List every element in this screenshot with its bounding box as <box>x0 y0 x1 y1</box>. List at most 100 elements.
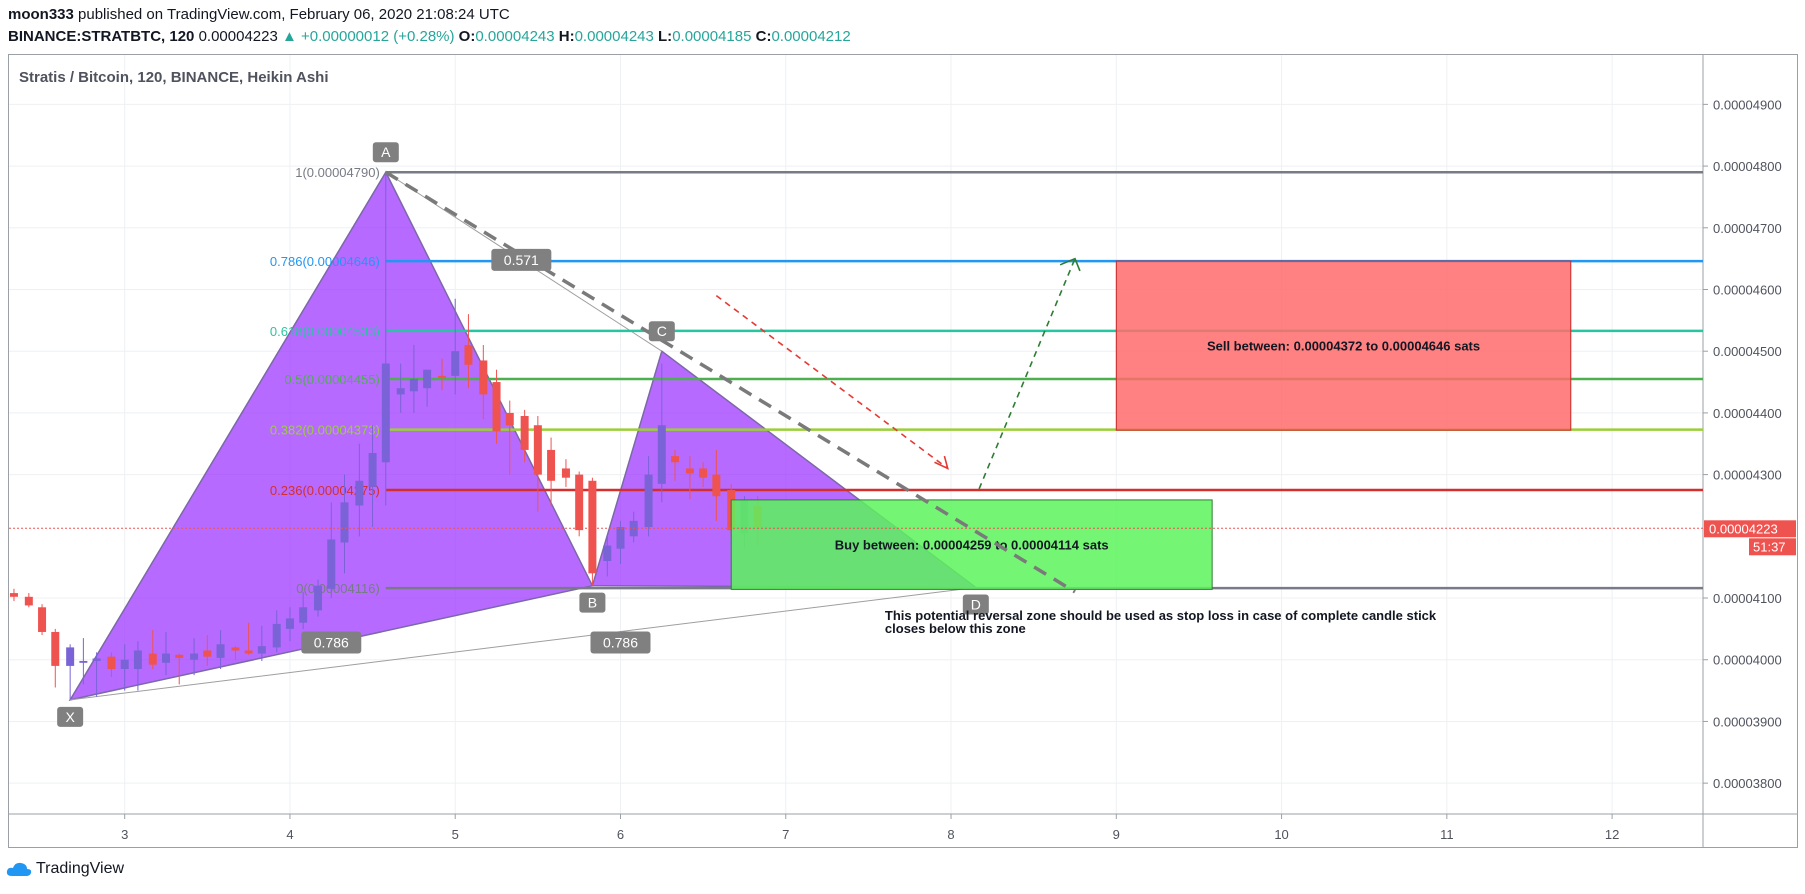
candle-body <box>505 412 514 426</box>
candle-body <box>216 644 225 658</box>
ratio-label: 0.786 <box>603 634 638 650</box>
buy-zone-label: Buy between: 0.00004259 to 0.00004114 sa… <box>835 538 1109 553</box>
buy-zone <box>730 499 1213 590</box>
x-tick-label: 10 <box>1274 827 1288 842</box>
candle-body <box>575 474 584 531</box>
footer: TradingView <box>6 860 124 878</box>
countdown-label: 51:37 <box>1753 539 1786 554</box>
x-tick-label: 12 <box>1605 827 1619 842</box>
brand-name[interactable]: TradingView <box>36 860 125 877</box>
close-value: 0.00004212 <box>771 28 851 45</box>
candle-body <box>203 650 212 657</box>
candle-body <box>423 369 432 389</box>
candle-body <box>644 474 653 528</box>
symbol-info: BINANCE:STRATBTC, 120 0.00004223 ▲ +0.00… <box>8 28 851 45</box>
candle-body <box>120 659 129 669</box>
chart-frame[interactable] <box>8 54 1798 848</box>
candle-body <box>51 631 60 666</box>
candle-body <box>381 363 390 463</box>
publish-date: published on TradingView.com, February 0… <box>78 6 510 23</box>
fib-level-label: 0.618(0.00004533) <box>270 324 380 339</box>
down-arrow-head <box>934 455 949 470</box>
fib-level-label: 0.236(0.00004275) <box>270 483 380 498</box>
point-label-bg <box>372 142 399 163</box>
candle-body <box>257 646 266 654</box>
y-tick-label: 0.00004700 <box>1713 221 1782 236</box>
point-label: B <box>588 595 597 611</box>
point-label-bg <box>648 321 675 342</box>
candle-body <box>175 654 184 658</box>
candle-body <box>603 545 612 561</box>
y-tick-label: 0.00004500 <box>1713 344 1782 359</box>
candle-body <box>38 607 47 632</box>
open-value: 0.00004243 <box>475 28 555 45</box>
ratio-label-bg <box>301 631 362 654</box>
up-arrow <box>978 258 1076 490</box>
y-tick-label: 0.00004000 <box>1713 653 1782 668</box>
note-text: This potential reversal zone should be u… <box>885 608 1437 623</box>
candle-body <box>438 375 447 378</box>
x-tick-label: 7 <box>782 827 789 842</box>
ratio-label: 0.786 <box>314 634 349 650</box>
point-label-bg <box>962 594 989 615</box>
fib-level-label: 1(0.00004790) <box>295 165 380 180</box>
candle-body <box>231 647 240 651</box>
low-value: 0.00004185 <box>672 28 752 45</box>
candle-body <box>299 607 308 623</box>
x-tick-label: 8 <box>947 827 954 842</box>
candle-body <box>79 660 88 663</box>
candle-body <box>314 585 323 611</box>
ratio-label-bg <box>590 631 651 654</box>
candle-body <box>561 468 570 478</box>
y-tick-label: 0.00004800 <box>1713 159 1782 174</box>
y-tick-label: 0.00004600 <box>1713 282 1782 297</box>
point-label: X <box>65 709 75 725</box>
up-arrow-head <box>1059 257 1081 272</box>
candle-body <box>409 378 418 392</box>
y-tick-label: 0.00003800 <box>1713 776 1782 791</box>
x-tick-label: 4 <box>286 827 293 842</box>
x-tick-label: 9 <box>1113 827 1120 842</box>
y-tick-label: 0.00004900 <box>1713 97 1782 112</box>
candle-body <box>451 351 460 376</box>
candle-body <box>285 618 294 629</box>
ratio-label-bg <box>491 248 552 271</box>
candle-body <box>396 388 405 395</box>
candle-body <box>133 650 142 669</box>
sell-zone <box>1115 260 1572 431</box>
sell-zone-label: Sell between: 0.00004372 to 0.00004646 s… <box>1207 339 1480 354</box>
candle-body <box>66 647 75 666</box>
close-label: C: <box>755 28 772 45</box>
y-tick-label: 0.00004100 <box>1713 591 1782 606</box>
symbol-name: BINANCE:STRATBTC, 120 <box>8 28 195 45</box>
x-tick-label: 6 <box>617 827 624 842</box>
candle-body <box>92 658 101 661</box>
chart-title: Stratis / Bitcoin, 120, BINANCE, Heikin … <box>19 69 329 86</box>
candle-body <box>340 502 349 543</box>
candle-body <box>272 623 281 648</box>
y-tick-label: 0.00004300 <box>1713 468 1782 483</box>
point-label: A <box>381 144 391 160</box>
candle-body <box>107 656 116 669</box>
candle-body <box>368 453 377 487</box>
candle-body <box>9 593 18 597</box>
high-label: H: <box>558 28 575 45</box>
candle-body <box>355 480 364 506</box>
low-label: L: <box>658 28 673 45</box>
last-price: 0.00004223 <box>198 28 278 45</box>
last-price-label: 0.00004223 <box>1709 521 1778 536</box>
high-value: 0.00004243 <box>574 28 654 45</box>
last-price-tag <box>1704 520 1796 538</box>
candle-body <box>588 480 597 574</box>
down-arrow <box>715 295 949 470</box>
candle-body <box>671 456 680 463</box>
candle-body <box>547 449 556 481</box>
point-label: C <box>657 323 667 339</box>
candle-body <box>148 653 157 665</box>
publish-info: moon333 published on TradingView.com, Fe… <box>8 6 510 23</box>
x-tick-label: 11 <box>1440 827 1454 842</box>
candle-body <box>533 425 542 475</box>
point-label-bg <box>57 706 84 727</box>
author-name[interactable]: moon333 <box>8 6 74 23</box>
